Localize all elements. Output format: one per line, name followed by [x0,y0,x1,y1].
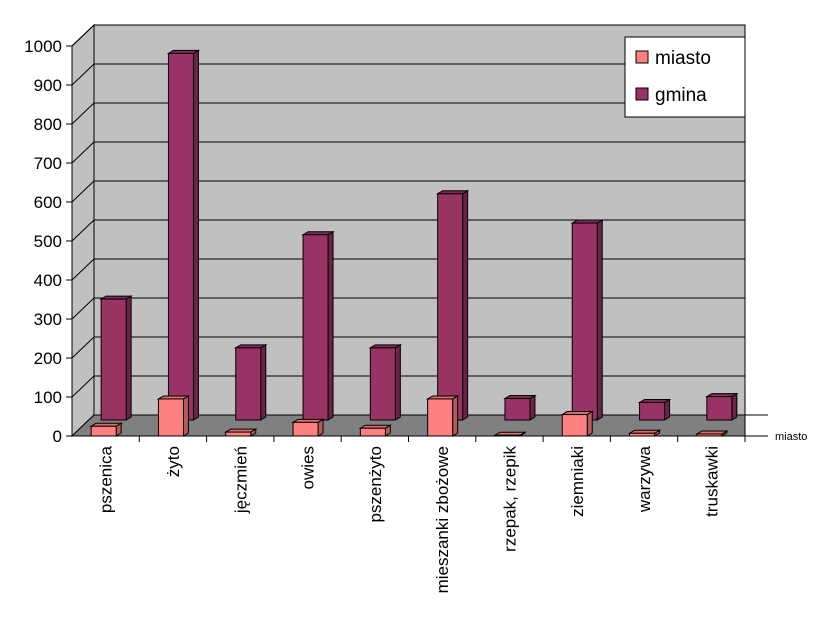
x-tick-label: pszenica [97,445,116,513]
legend-box [624,36,746,118]
legend-swatch-miasto [635,50,649,64]
x-tick-label: truskawki [702,446,721,517]
series-gmina [99,49,739,421]
x-tick-label: pszenżyto [366,446,385,523]
bar-gmina-pszenica [99,295,133,421]
bar-gmina-owies [301,230,335,421]
y-axis: 0 100 200 300 400 500 600 700 800 900 1000 [24,37,73,446]
bar-gmina-rzepak-rzepik [503,394,537,421]
y-tick-label: 1000 [24,37,62,56]
bar-miasto-pszenica [89,422,123,437]
y-tick-label: 100 [34,388,62,407]
depth-axis-label: miasto [775,431,807,443]
bar-gmina-mieszanki-zbożowe [435,189,470,421]
x-tick-label: mieszanki zbożowe [433,446,452,593]
x-tick-label: jęczmień [231,446,250,514]
x-axis: pszenica żyto jęczmień owies pszenżyto miesza… [72,435,746,593]
series-miasto [89,395,729,437]
y-tick-label: 700 [34,154,62,173]
y-tick-label: 200 [34,349,62,368]
bar-miasto-owies [291,418,325,437]
bar-miasto-mieszanki-zbożowe [425,395,460,437]
bar-miasto-ziemniaki [560,410,595,437]
legend-label-gmina: gmina [655,85,707,106]
bar-miasto-jęczmień [223,428,258,437]
legend-label-miasto: miasto [655,48,711,69]
bar-gmina-jęczmień [233,343,268,421]
bar-gmina-żyto [166,49,201,421]
bar-miasto-truskawki [695,430,729,437]
y-tick-label: 600 [34,193,62,212]
y-tick-label: 500 [34,232,62,251]
legend-swatch-gmina [635,87,649,101]
bar-miasto-warzywa [627,429,662,437]
legend: miasto gmina [624,36,746,118]
x-tick-label: ziemniaki [568,446,587,517]
y-tick-label: 900 [34,76,62,95]
y-tick-label: 400 [34,271,62,290]
bar-miasto-żyto [156,395,191,437]
y-tick-label: 300 [34,310,62,329]
bar-gmina-truskawki [705,392,739,421]
x-tick-label: rzepak, rzepik [500,446,519,552]
x-tick-label: owies [299,446,318,489]
bar-gmina-ziemniaki [570,219,605,421]
bar-miasto-pszenżyto [358,424,393,437]
y-tick-label: 800 [34,115,62,134]
depth-axis: miasto [745,414,807,443]
x-tick-label: warzywa [635,445,654,513]
y-tick-label: 0 [53,427,62,446]
bar-miasto-rzepak-rzepik [493,431,527,437]
bar-gmina-warzywa [637,398,672,421]
bar-gmina-pszenżyto [368,343,403,421]
x-tick-label: żyto [164,446,183,477]
